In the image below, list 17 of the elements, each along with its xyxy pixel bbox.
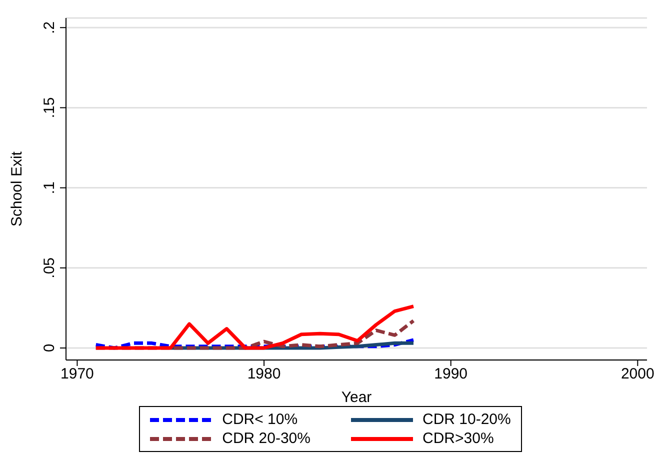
y-tick-label: .05: [41, 257, 58, 278]
y-axis-title: School Exit: [8, 150, 26, 227]
y-tick-label: 0: [41, 344, 58, 352]
legend-label: CDR 20-30%: [222, 430, 310, 447]
y-tick-label: .1: [41, 182, 58, 194]
legend-label: CDR< 10%: [222, 411, 298, 428]
legend-label: CDR>30%: [422, 430, 494, 447]
x-tick-label: 1990: [434, 366, 468, 383]
y-tick-label: .2: [41, 21, 58, 34]
x-axis-title: Year: [341, 389, 372, 406]
legend-label: CDR 10-20%: [422, 411, 511, 428]
x-tick-label: 1970: [60, 366, 94, 383]
y-tick-label: .15: [41, 97, 58, 118]
x-tick-label: 2000: [620, 366, 654, 383]
line-series: [94, 338, 416, 350]
x-tick-label: 1980: [247, 366, 281, 383]
line-series: [94, 304, 416, 350]
